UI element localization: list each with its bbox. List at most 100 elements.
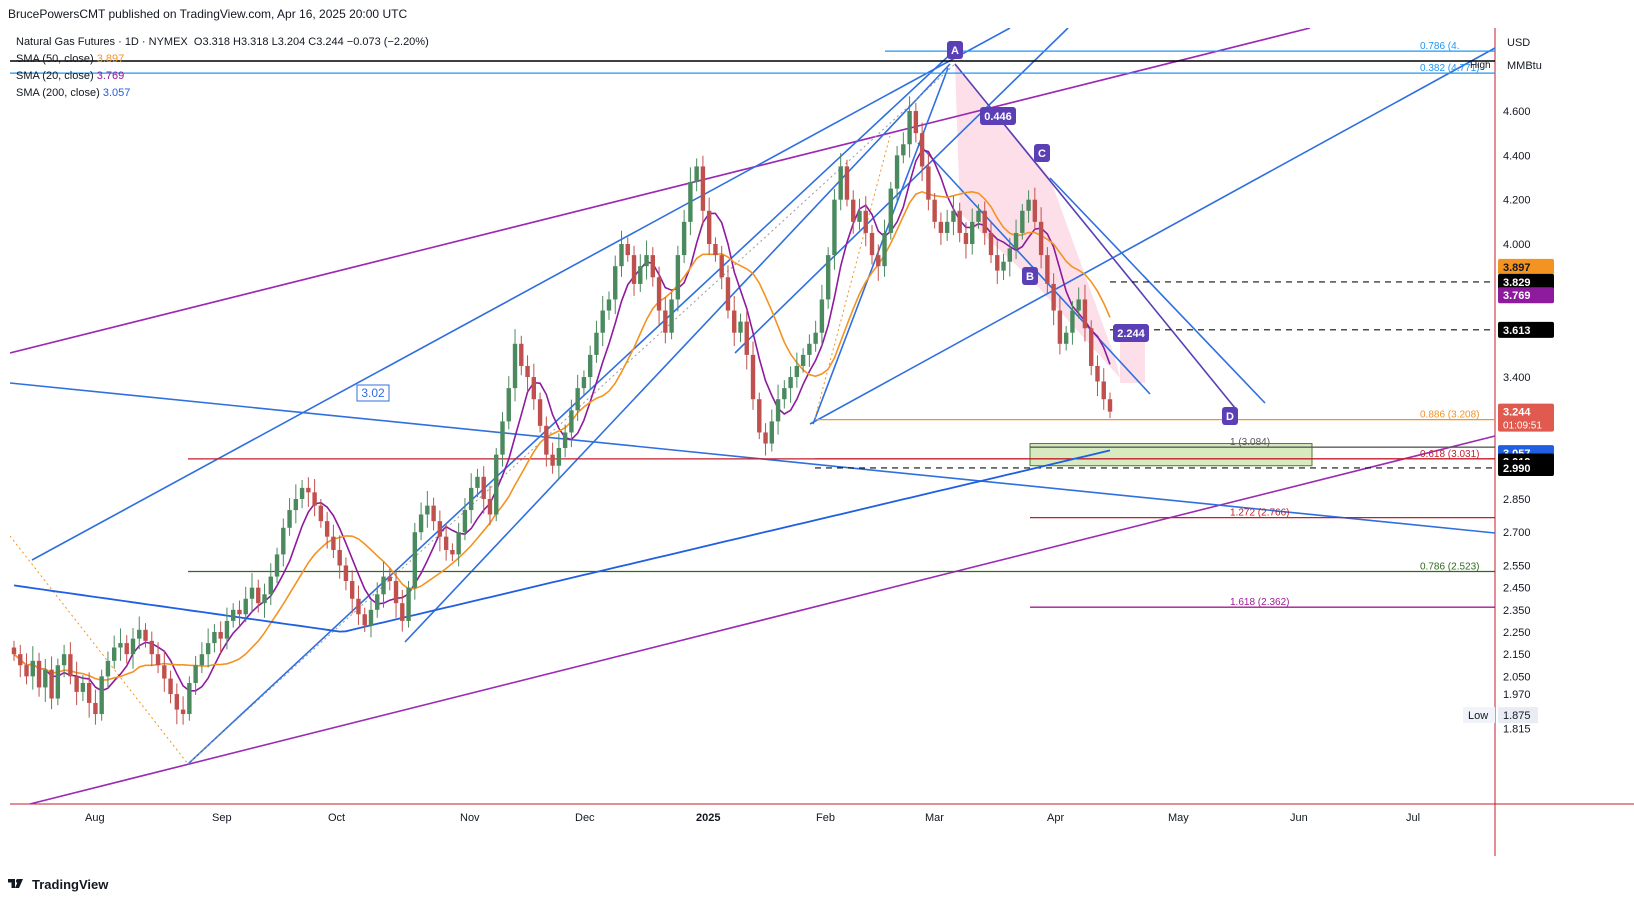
published-text: BrucePowersCMT published on TradingView.… (8, 7, 408, 21)
point-a-label: A (951, 45, 959, 57)
candle-body (231, 609, 236, 621)
candle-body (1051, 283, 1056, 311)
point-b-label-bg (1022, 267, 1038, 285)
candle-body (400, 603, 405, 621)
time-tick-label: May (1168, 812, 1189, 824)
price-tag-label: 3.897 (1503, 262, 1531, 274)
candle-body (688, 181, 693, 222)
candle-body (757, 399, 762, 433)
candle-body (368, 609, 374, 626)
target-zone (1029, 443, 1313, 467)
candle-body (825, 255, 831, 300)
candle-body (387, 576, 392, 582)
candles-layer (11, 96, 1113, 725)
candle-body (775, 399, 781, 422)
price-tick-label: 4.000 (1503, 239, 1531, 251)
price-tick-label: 2.350 (1503, 605, 1531, 617)
legend-symbol-row[interactable]: Natural Gas Futures · 1D · NYMEX O3.318 … (16, 34, 429, 51)
low-value: 1.875 (1503, 710, 1531, 722)
time-tick-label: Jul (1406, 812, 1420, 824)
candle-body (863, 210, 868, 233)
tradingview-brand: TradingView (32, 876, 109, 892)
purple-channel-lower (29, 435, 1496, 805)
price-tick-label: 2.050 (1503, 671, 1531, 683)
candle-body (750, 354, 756, 400)
candle-body (876, 255, 881, 267)
low-label-bg (1463, 707, 1495, 724)
blue-descending-line (9, 382, 1496, 534)
candle-body (274, 554, 280, 577)
tradingview-footer[interactable]: TradingView (8, 873, 108, 895)
candle-body (844, 166, 850, 200)
candle-body (938, 221, 944, 233)
legend-sma20-row[interactable]: SMA (20, close) 3.769 (16, 68, 429, 85)
candle-body (1026, 199, 1031, 211)
price-tick-label: 4.600 (1503, 106, 1531, 118)
candle-body (425, 505, 430, 515)
price-tick-label: 2.450 (1503, 583, 1531, 595)
candle-body (74, 676, 79, 692)
legend-sma50-row[interactable]: SMA (50, close) 3.897 (16, 51, 429, 68)
candle-body (901, 144, 906, 156)
low-label: Low (1468, 710, 1488, 722)
candle-body (832, 199, 837, 256)
candle-body (706, 210, 712, 245)
candle-body (306, 487, 311, 493)
abcd-dotted (954, 63, 1236, 409)
candle-body (744, 321, 749, 355)
candle-body (343, 565, 349, 582)
candle-body (907, 111, 912, 145)
candle-body (1082, 299, 1088, 329)
price-tag-label: 3.613 (1503, 325, 1531, 337)
chart-legend: Natural Gas Futures · 1D · NYMEX O3.318 … (16, 34, 429, 102)
trendlines-layer (9, 27, 1496, 805)
candle-body (600, 310, 605, 333)
candle-body (1013, 232, 1019, 249)
candle-body (393, 581, 399, 604)
candle-body (256, 587, 261, 604)
legend-symbol: Natural Gas Futures · 1D · NYMEX (16, 36, 188, 48)
candle-body (788, 377, 793, 389)
annotation-302-bg (356, 384, 390, 402)
candle-body (487, 498, 493, 515)
chart-area[interactable]: 1.618 (5.189)2 (5.017)0.786 (4.0.382 (4.… (9, 3, 1634, 856)
candle-body (412, 532, 418, 588)
price-chart[interactable]: 1.618 (5.189)2 (5.017)0.786 (4.0.382 (4.… (9, 3, 1634, 856)
candle-body (494, 454, 499, 515)
candle-body (1095, 365, 1100, 382)
candle-body (1101, 381, 1106, 400)
candle-body (656, 277, 662, 311)
candle-body (124, 643, 129, 655)
price-tick-label: 4.200 (1503, 195, 1531, 207)
candle-body (312, 492, 317, 506)
blue-channel-lower (809, 47, 1496, 425)
grid-layer (10, 28, 1634, 856)
candle-body (913, 111, 919, 134)
time-tick-label: Oct (328, 812, 345, 824)
candle-body (882, 232, 887, 267)
candle-body (531, 377, 537, 400)
candle-body (187, 682, 192, 715)
axis-unit: MMBtu (1507, 60, 1542, 72)
candle-body (506, 388, 511, 422)
price-tag-label: 3.244 (1503, 407, 1531, 419)
candle-body (851, 199, 856, 222)
purple-channel-upper (9, 27, 1311, 354)
price-tick-label: 2.550 (1503, 560, 1531, 572)
candle-body (462, 510, 468, 533)
candle-body (268, 576, 273, 595)
candle-body (406, 587, 411, 621)
price-tick-label: 4.400 (1503, 150, 1531, 162)
candle-body (719, 255, 724, 278)
price-tag-label: 2.990 (1503, 463, 1531, 475)
candle-body (475, 476, 480, 488)
legend-sma200-row[interactable]: SMA (200, close) 3.057 (16, 85, 429, 102)
candle-body (224, 620, 230, 639)
time-tick-label: Feb (816, 812, 835, 824)
candle-body (481, 476, 486, 499)
candle-body (24, 665, 29, 677)
candle-body (1107, 399, 1113, 412)
candle-body (137, 629, 142, 639)
blue-channel-upper (31, 27, 1011, 561)
candle-body (569, 410, 574, 433)
